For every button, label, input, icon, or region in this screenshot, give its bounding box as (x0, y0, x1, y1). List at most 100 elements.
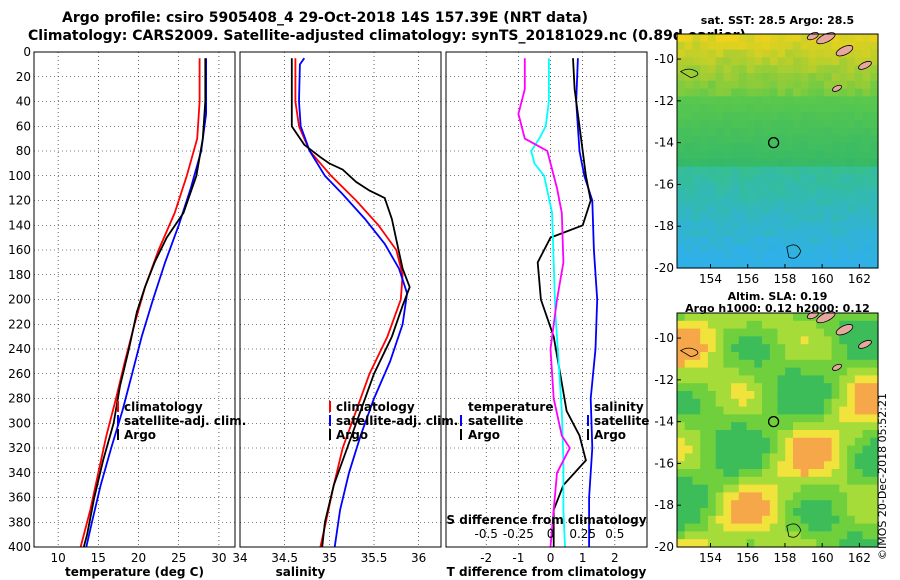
map-cell (823, 104, 833, 113)
map-cell (847, 174, 856, 183)
map-cell (715, 469, 724, 478)
map-cell (731, 508, 740, 517)
map-cell (816, 119, 825, 129)
map-cell (847, 57, 856, 66)
map-cell (769, 508, 779, 517)
map-cell (677, 328, 686, 337)
map-cell (762, 508, 771, 517)
map-cell (808, 476, 817, 486)
map-cell (738, 484, 748, 493)
map-cell (723, 34, 732, 43)
map-cell (862, 320, 871, 330)
map-cell (692, 531, 701, 540)
map-cell (746, 476, 755, 486)
map-cell (808, 359, 817, 369)
map-cell (684, 112, 693, 121)
map-cell (707, 469, 717, 478)
map-cell (800, 328, 809, 337)
map-cell (754, 422, 763, 431)
map-cell (870, 453, 879, 462)
map-cell (777, 96, 786, 105)
map-cell (746, 437, 755, 447)
map-cell (677, 500, 686, 509)
map-cell (731, 112, 740, 121)
map-cell (677, 197, 686, 207)
map-cell (754, 236, 763, 246)
map-cell (715, 515, 724, 525)
map-cell (769, 260, 779, 269)
map-cell (731, 539, 740, 548)
map-cell (746, 375, 755, 384)
map-cell (684, 336, 693, 345)
map-cell (746, 260, 755, 269)
map-cell (715, 252, 724, 261)
map-cell (762, 205, 771, 214)
map-cell (692, 313, 701, 322)
map-cell (793, 328, 802, 337)
map-cell (823, 41, 833, 51)
series-line-t-satellite (575, 58, 599, 547)
map-cell (847, 430, 856, 439)
tick-label-depth: 180 (8, 268, 31, 282)
map-cell (831, 508, 840, 517)
map-cell (800, 34, 809, 43)
map-cell (847, 229, 856, 238)
map-cell (769, 414, 779, 423)
map-cell (715, 119, 724, 129)
map-cell (769, 336, 779, 345)
map-cell (854, 252, 864, 261)
map-cell (762, 422, 771, 431)
map-cell (831, 445, 840, 454)
map-cell (746, 414, 755, 423)
map-cell (731, 352, 740, 361)
map-cell (692, 182, 701, 191)
map-cell (723, 461, 732, 470)
map-cell (823, 57, 833, 66)
map-cell (816, 57, 825, 66)
map-cell (777, 57, 786, 66)
map-cell (870, 213, 879, 222)
map-cell (847, 476, 856, 486)
map-cell (677, 391, 686, 400)
map-cell (692, 158, 701, 168)
map-cell (793, 57, 802, 66)
map-cell (684, 244, 693, 253)
map-cell (862, 104, 871, 113)
map-cell (746, 484, 755, 493)
map-cell (738, 205, 748, 214)
map-cell (746, 359, 755, 369)
map-cell (823, 190, 833, 199)
map-cell (862, 135, 871, 144)
x-axis-label-s-difference: S difference from climatology (446, 513, 646, 527)
map-cell (684, 484, 693, 493)
map-cell (692, 320, 701, 330)
map-cell (831, 190, 840, 199)
map-cell (808, 328, 817, 337)
map-cell (700, 437, 709, 447)
map-cell (793, 65, 802, 74)
map-cell (707, 320, 717, 330)
map-cell (738, 221, 748, 230)
map-cell (769, 398, 779, 408)
map-cell (762, 104, 771, 113)
map-cell (700, 88, 709, 97)
map-cell (823, 484, 833, 493)
map-cell (793, 383, 802, 392)
map-cell (839, 80, 848, 90)
map-cell (800, 359, 809, 369)
map-cell (847, 461, 856, 470)
map-cell (793, 205, 802, 214)
map-cell (823, 260, 833, 269)
map-cell (870, 127, 879, 136)
map-cell (800, 469, 809, 478)
island-shape (835, 45, 854, 57)
map-tick-label-lat: -14 (654, 415, 674, 429)
map-cell (731, 260, 740, 269)
map-cell (715, 328, 724, 337)
map-cell (700, 383, 709, 392)
map-cell (715, 65, 724, 74)
map-cell (854, 80, 864, 90)
map-cell (684, 453, 693, 462)
map-cell (870, 143, 879, 152)
map-cell (723, 182, 732, 191)
